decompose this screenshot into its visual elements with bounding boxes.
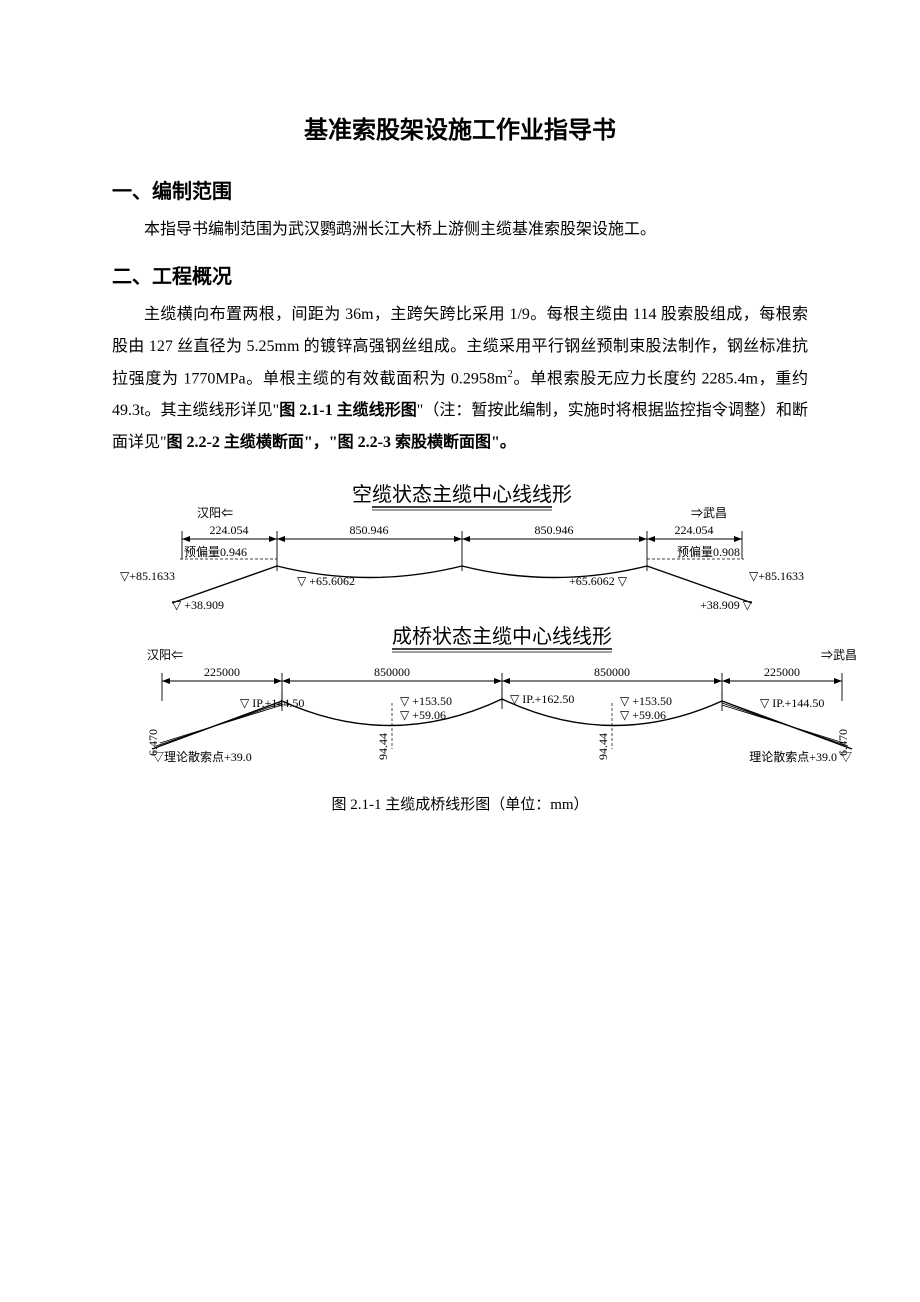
d1-bot-r: +38.909 ▽ xyxy=(700,598,753,612)
svg-text:预偏量0.908: 预偏量0.908 xyxy=(677,544,740,559)
diagram-empty-cable: 空缆状态主缆中心线线形 汉阳⇐ ⇒武昌 xyxy=(112,481,812,621)
figure-2-1-1: 空缆状态主缆中心线线形 汉阳⇐ ⇒武昌 xyxy=(112,481,808,814)
d2-h-qr: 94.44 xyxy=(596,733,610,760)
d1-bot-l: ▽ +38.909 xyxy=(172,598,224,612)
figure-caption: 图 2.1-1 主缆成桥线形图（单位：mm） xyxy=(112,793,808,814)
svg-text:224.054: 224.054 xyxy=(210,523,249,537)
d2-left-city: 汉阳⇐ xyxy=(147,648,183,662)
d1-elev-tr: ▽+85.1633 xyxy=(749,569,804,583)
d2-ip-mid: ▽ IP.+162.50 xyxy=(510,692,574,706)
d1-right-city: ⇒武昌 xyxy=(691,506,727,520)
s2-p1-d: 图 2.2-2 主缆横断面"，"图 2.2-3 索股横断面图"。 xyxy=(167,434,516,451)
svg-text:225000: 225000 xyxy=(764,665,800,679)
d1-sag-r: +65.6062 ▽ xyxy=(569,574,628,588)
d2-sag-ql: ▽ +59.06 xyxy=(400,708,446,722)
d2-right-city: ⇒武昌 xyxy=(821,648,857,662)
svg-text:850.946: 850.946 xyxy=(535,523,574,537)
section1-p1: 本指导书编制范围为武汉鹦鹉洲长江大桥上游侧主缆基准索股架设施工。 xyxy=(112,214,808,246)
section2-p1: 主缆横向布置两根，间距为 36m，主跨矢跨比采用 1/9。每根主缆由 114 股… xyxy=(112,299,808,459)
svg-text:850.946: 850.946 xyxy=(350,523,389,537)
d2-ip-left: ▽ IP.+144.50 xyxy=(240,696,304,710)
svg-text:预偏量0.946: 预偏量0.946 xyxy=(184,544,247,559)
section2-heading: 二、工程概况 xyxy=(112,260,808,289)
svg-text:224.054: 224.054 xyxy=(675,523,714,537)
s2-p1-bold: 图 2.1-1 主缆线形图 xyxy=(279,402,417,419)
section1-heading: 一、编制范围 xyxy=(112,175,808,204)
d1-elev-tl: ▽+85.1633 xyxy=(120,569,175,583)
d1-cable xyxy=(172,559,752,603)
d2-h-ql: 94.44 xyxy=(376,733,390,760)
d1-left-city: 汉阳⇐ xyxy=(197,506,233,520)
d2-ip-right: ▽ IP.+144.50 xyxy=(760,696,824,710)
d2-title: 成桥状态主缆中心线线形 xyxy=(392,625,612,648)
d2-ip-ql: ▽ +153.50 xyxy=(400,694,452,708)
d2-sag-qr: ▽ +59.06 xyxy=(620,708,666,722)
d2-ip-qr: ▽ +153.50 xyxy=(620,694,672,708)
d2-scatter-l: ▽理论散索点+39.0 xyxy=(152,749,252,764)
diagram-bridge-state: 成桥状态主缆中心线线形 汉阳⇐ ⇒武昌 2250 xyxy=(112,621,892,781)
d1-sag-l: ▽ +65.6062 xyxy=(297,574,355,588)
svg-text:850000: 850000 xyxy=(374,665,410,679)
svg-text:225000: 225000 xyxy=(204,665,240,679)
d1-dimension: 224.054 850.946 850.946 224.054 xyxy=(182,523,742,559)
d1-title: 空缆状态主缆中心线线形 xyxy=(352,483,572,506)
doc-title: 基准索股架设施工作业指导书 xyxy=(112,110,808,145)
svg-text:850000: 850000 xyxy=(594,665,630,679)
d2-scatter-r: 理论散索点+39.0 ▽ xyxy=(749,749,852,764)
